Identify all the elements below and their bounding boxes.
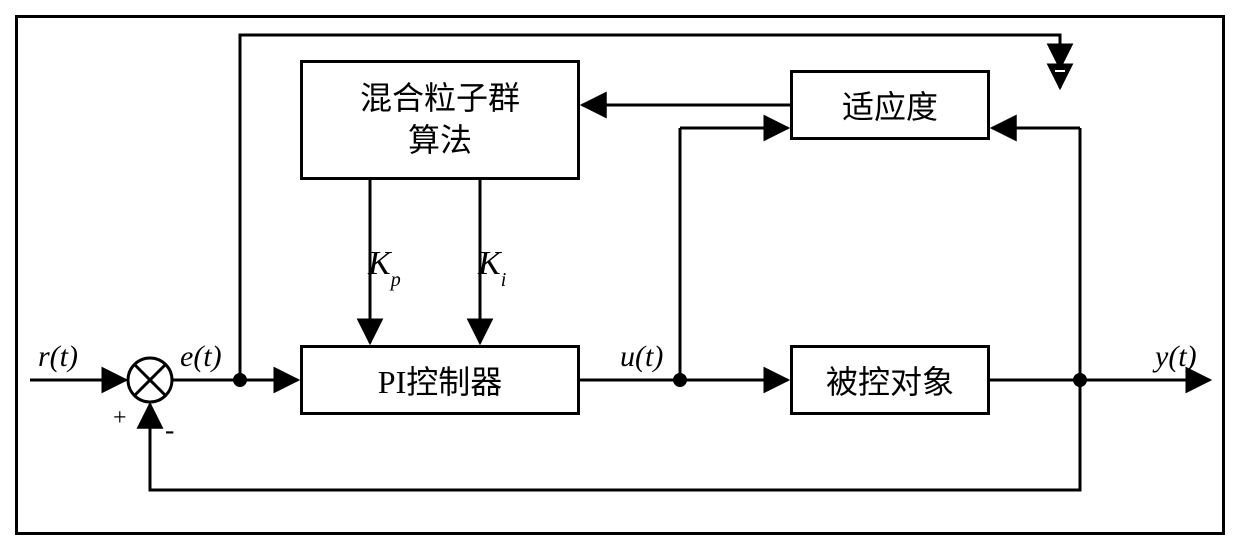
kp-label: Kp — [368, 245, 401, 288]
diagram-canvas: 混合粒子群 算法 适应度 PI控制器 被控对象 r(t) e(t) u(t) y… — [0, 0, 1240, 550]
plant-block: 被控对象 — [790, 345, 990, 415]
e-signal-label: e(t) — [180, 340, 222, 374]
pi-label: PI控制器 — [378, 357, 502, 403]
r-signal-label: r(t) — [38, 340, 78, 374]
plant-label: 被控对象 — [826, 357, 954, 403]
pso-block: 混合粒子群 算法 — [300, 60, 580, 180]
y-signal-label: y(t) — [1155, 340, 1197, 374]
plus-sign: + — [113, 405, 127, 432]
minus-sign: - — [165, 415, 174, 447]
outer-border — [15, 15, 1225, 535]
pi-controller-block: PI控制器 — [300, 345, 580, 415]
ki-label: Ki — [478, 245, 506, 288]
pso-label: 混合粒子群 算法 — [360, 78, 520, 161]
fitness-block: 适应度 — [790, 70, 990, 140]
fitness-label: 适应度 — [842, 82, 938, 128]
u-signal-label: u(t) — [620, 340, 663, 374]
